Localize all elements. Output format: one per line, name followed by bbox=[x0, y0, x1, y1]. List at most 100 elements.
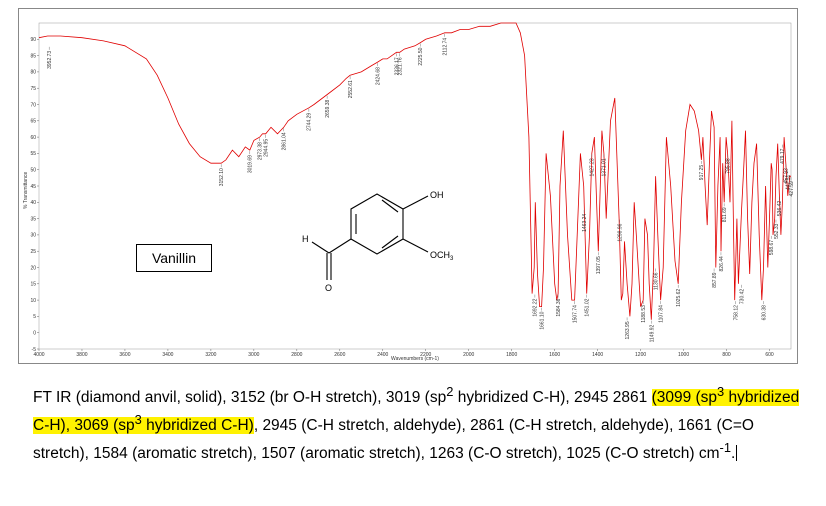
caption-part-2: hybridized C-H), 2945 2861 bbox=[453, 389, 652, 407]
y-tick-label: 55 bbox=[30, 151, 36, 157]
peak-label: 2336.17 bbox=[394, 57, 400, 75]
caption-part-1: FT IR (diamond anvil, solid), 3152 (br O… bbox=[33, 389, 447, 407]
y-tick-label: 80 bbox=[30, 70, 36, 76]
x-tick-label: 3800 bbox=[76, 352, 87, 358]
aldehyde-h-label: H bbox=[302, 234, 309, 244]
y-tick-label: 0 bbox=[33, 331, 36, 337]
peak-label: 2744.29 bbox=[307, 113, 313, 131]
caption-highlight-2: hybridized C-H), 3069 (sp bbox=[33, 389, 800, 435]
y-tick-label: 35 bbox=[30, 216, 36, 222]
peak-label: 1507.74 bbox=[572, 305, 578, 323]
y-tick-label: 65 bbox=[30, 119, 36, 125]
peak-label: 3019.69 bbox=[248, 155, 254, 173]
caption-sup-2: 3 bbox=[717, 384, 725, 399]
och3-label-base: OCH bbox=[430, 250, 450, 260]
x-tick-label: 2200 bbox=[420, 352, 431, 358]
y-tick-label: 60 bbox=[30, 135, 36, 141]
peak-label: 1188.53 bbox=[641, 305, 647, 323]
spectrum-series-line bbox=[38, 22, 791, 320]
y-tick-label: 90 bbox=[30, 37, 36, 43]
peak-label: 1371.01 bbox=[602, 158, 608, 176]
peak-label: 2659.38 bbox=[325, 99, 331, 117]
peak-label: 2861.04 bbox=[282, 132, 288, 150]
caption-sup-1: 2 bbox=[446, 384, 454, 399]
peak-label: 1427.23 bbox=[590, 158, 596, 176]
peak-label: 857.89 bbox=[712, 272, 718, 288]
peak-label: 1298.96 bbox=[617, 223, 623, 241]
vanillin-structure-diagram: OH H OCH3 O bbox=[302, 190, 454, 293]
aldehyde-bond bbox=[328, 238, 352, 254]
peak-label: 427.59 bbox=[789, 181, 795, 197]
peak-label: 536.42 bbox=[777, 201, 783, 217]
y-tick-label: 75 bbox=[30, 86, 36, 92]
peak-label: 1263.95 bbox=[625, 321, 631, 339]
peak-label: 917.25 bbox=[699, 165, 705, 181]
peak-label: 2973.38 bbox=[258, 142, 264, 160]
x-tick-label: 1200 bbox=[635, 352, 646, 358]
x-tick-label: 4000 bbox=[33, 352, 44, 358]
peak-label: 1584.36 bbox=[556, 298, 562, 316]
peak-label: 552.33 bbox=[774, 223, 780, 239]
peak-label: 1397.05 bbox=[596, 256, 602, 274]
peak-label: 1149.92 bbox=[650, 324, 656, 342]
peak-label: 1692.22 bbox=[533, 298, 539, 316]
ir-caption-text[interactable]: FT IR (diamond anvil, solid), 3152 (br O… bbox=[33, 381, 803, 465]
y-tick-label: 25 bbox=[30, 249, 36, 255]
peak-label: 2225.50 bbox=[418, 47, 424, 65]
x-axis-label: Wavenumbers (cm-1) bbox=[391, 356, 439, 362]
spectrum-chart-frame: 90 85 80 75 70 65 60 55 50 45 40 35 30 25 20 15 10 5 0 -5 4… bbox=[18, 8, 798, 364]
x-axis-ticks: 4000 3800 3600 3400 3200 3000 2800 2600 2400 2200… bbox=[33, 349, 774, 358]
y-axis-label: % Transmittance bbox=[23, 172, 29, 209]
peak-label: 3152.10 bbox=[219, 168, 225, 186]
y-tick-label: 30 bbox=[30, 233, 36, 239]
peak-label: 457.93 bbox=[784, 168, 790, 184]
peak-label: 1661.10 bbox=[539, 311, 545, 329]
x-tick-label: 1000 bbox=[678, 352, 689, 358]
y-tick-label: 85 bbox=[30, 53, 36, 59]
x-tick-label: 2600 bbox=[334, 352, 345, 358]
x-tick-label: 1400 bbox=[592, 352, 603, 358]
peak-label: 598.67 bbox=[769, 240, 775, 256]
peak-label: 479.17 bbox=[780, 148, 786, 164]
peak-label: 2552.61 bbox=[348, 80, 354, 98]
peak-label: 2112.74 bbox=[443, 38, 449, 56]
och3-label: OCH3 bbox=[430, 250, 454, 262]
peak-label: 447.51 bbox=[786, 174, 792, 190]
caption-highlight-3: hybridized C-H) bbox=[141, 417, 254, 435]
x-tick-label: 3600 bbox=[119, 352, 130, 358]
y-tick-label: 20 bbox=[30, 265, 36, 271]
caption-sup-3: 3 bbox=[134, 412, 142, 428]
och3-bond bbox=[402, 238, 429, 253]
x-tick-label: 2800 bbox=[291, 352, 302, 358]
carbonyl-o-label: O bbox=[325, 283, 332, 293]
x-tick-label: 1600 bbox=[549, 352, 560, 358]
caption-part-3: , 2945 (C-H stretch, aldehyde), 2861 (C-… bbox=[33, 417, 754, 463]
y-tick-label: 50 bbox=[30, 168, 36, 174]
x-tick-label: 2400 bbox=[377, 352, 388, 358]
x-tick-label: 3400 bbox=[162, 352, 173, 358]
peak-labels: 3952.73 3152.10 3019.69 2973.38 2944.95 2861.… bbox=[47, 33, 795, 342]
benzene-ring bbox=[311, 193, 429, 280]
peak-label: 1463.24 bbox=[582, 214, 588, 232]
peak-label: 826.44 bbox=[719, 256, 725, 272]
peak-label: 730.42 bbox=[739, 289, 745, 305]
y-tick-label: 5 bbox=[33, 314, 36, 320]
peak-label: 758.12 bbox=[733, 305, 739, 321]
x-tick-label: 600 bbox=[765, 352, 774, 358]
peak-label: 1130.66 bbox=[653, 272, 659, 290]
y-tick-label: 70 bbox=[30, 102, 36, 108]
caption-highlight-1: (3099 (sp bbox=[651, 389, 718, 407]
peak-label: 2321.76 bbox=[398, 57, 404, 75]
y-tick-label: 10 bbox=[30, 298, 36, 304]
peak-label: 1025.62 bbox=[676, 289, 682, 307]
peak-label: 1451.02 bbox=[585, 298, 591, 316]
oh-label: OH bbox=[430, 190, 444, 200]
peak-label: 630.38 bbox=[761, 305, 767, 321]
compound-name: Vanillin bbox=[151, 250, 197, 266]
peak-label: 1107.84 bbox=[658, 305, 664, 323]
x-tick-label: 3000 bbox=[248, 352, 259, 358]
x-tick-label: 1800 bbox=[506, 352, 517, 358]
och3-label-sub: 3 bbox=[450, 256, 454, 262]
peak-label: 3952.73 bbox=[47, 51, 53, 69]
